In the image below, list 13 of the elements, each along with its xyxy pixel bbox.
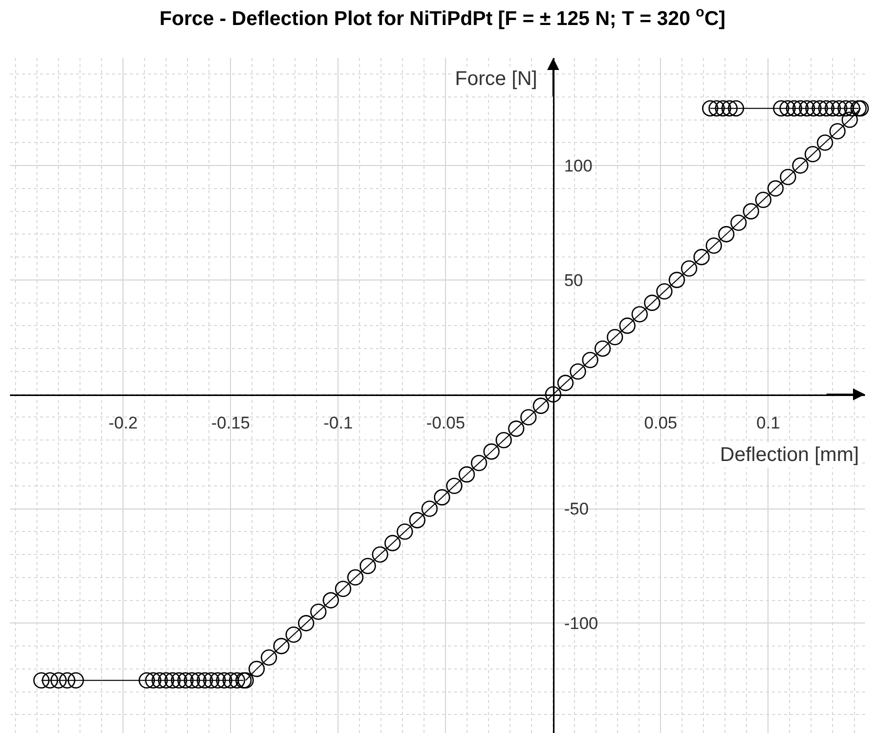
- x-tick-label: -0.2: [108, 413, 138, 432]
- chart-title: Force - Deflection Plot for NiTiPdPt [F = ± 125 N; T = 320 $^{o}$C]: [160, 4, 726, 30]
- y-tick-label: -50: [564, 500, 589, 519]
- y-tick-label: 100: [564, 156, 592, 176]
- y-axis-title: Force [N]: [455, 68, 538, 90]
- x-tick-label: -0.1: [324, 413, 353, 432]
- x-tick-label: -0.05: [426, 413, 466, 432]
- x-tick-label: 0.05: [644, 413, 678, 432]
- x-tick-label: 0.1: [756, 413, 780, 432]
- y-tick-label: -100: [564, 614, 598, 634]
- y-tick-label: 50: [564, 270, 584, 290]
- x-tick-label: -0.15: [211, 413, 250, 432]
- x-axis-title: Deflection [mm]: [720, 444, 859, 466]
